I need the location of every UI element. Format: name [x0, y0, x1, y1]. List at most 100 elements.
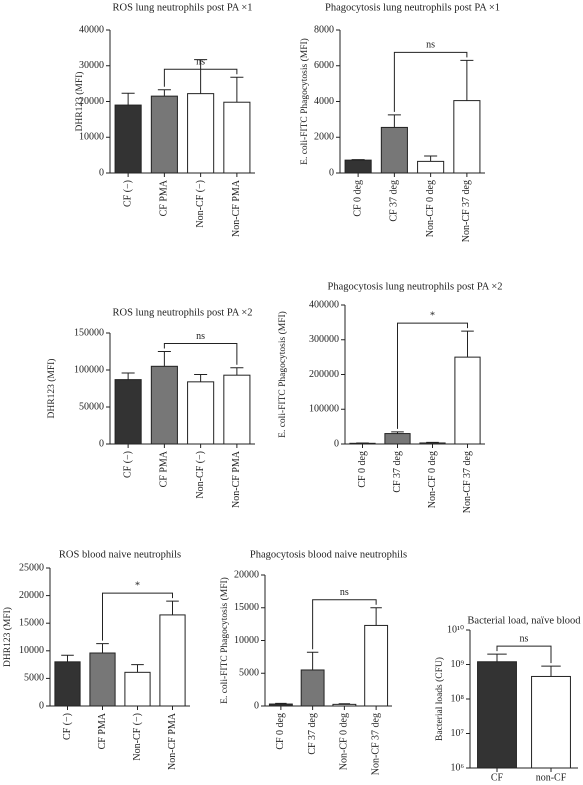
y-tick-label: 0 [39, 700, 44, 711]
error-bar [391, 431, 404, 434]
y-tick-label: 0 [329, 167, 334, 178]
x-tick-label: CF (−) [122, 451, 133, 478]
x-tick-label: Non-CF PMA [167, 712, 178, 770]
significance-bracket [312, 599, 377, 650]
bar [187, 93, 215, 174]
bar [380, 126, 408, 174]
x-tick-label: CF PMA [97, 712, 108, 749]
chart-title: ROS blood naive neutrophils [59, 549, 181, 560]
y-axis-label: DHR123 (MFI) [2, 607, 13, 667]
bar [419, 442, 446, 445]
x-tick-label: Non-CF 37 deg [461, 180, 472, 242]
y-tick-label: 10000 [79, 132, 104, 143]
error-bar [157, 89, 171, 97]
y-tick-label: 0 [334, 438, 339, 449]
bar [89, 652, 116, 707]
bar [124, 671, 151, 707]
bar [268, 703, 293, 707]
y-axis-label: DHR123 (MFI) [46, 359, 57, 419]
y-tick-label: 10⁹ [451, 659, 465, 670]
bar [54, 661, 81, 707]
error-bar [61, 654, 74, 662]
y-tick-label: 6000 [314, 60, 334, 71]
error-bar [541, 665, 561, 677]
x-tick-label: Non-CF 0 deg [425, 180, 436, 237]
error-bar [230, 76, 244, 103]
bar [364, 624, 389, 707]
bar [150, 365, 178, 445]
chart-title: ROS lung neutrophils post PA ×1 [112, 2, 252, 13]
error-bar [230, 367, 244, 376]
chart-title: Phagocytosis lung neutrophils post PA ×2 [327, 281, 502, 292]
y-tick-label: 50000 [79, 401, 104, 412]
significance-bracket [163, 343, 238, 365]
bar [384, 433, 411, 445]
y-tick-label: 0 [99, 438, 104, 449]
x-tick-label: CF 37 deg [392, 451, 403, 493]
bar [332, 703, 357, 707]
error-bar [424, 155, 438, 162]
chart-title: Bacterial load, naïve blood [467, 615, 581, 626]
error-bar [121, 372, 135, 380]
bar [223, 101, 251, 174]
y-axis-label: Bacterial loads (CFU) [434, 657, 445, 741]
x-tick-label: Non-CF (−) [195, 180, 206, 228]
error-bar [460, 59, 474, 101]
y-tick-label: 300000 [309, 334, 339, 345]
error-bar [461, 330, 474, 358]
error-bar [157, 351, 171, 367]
significance-label: ns [340, 587, 349, 598]
y-tick-label: 200000 [309, 369, 339, 380]
y-tick-label: 5000 [239, 668, 259, 679]
bar [417, 160, 445, 174]
x-tick-label: CF 37 deg [307, 713, 318, 755]
y-tick-label: 5000 [24, 673, 44, 684]
y-tick-label: 20000 [79, 96, 104, 107]
error-bar [121, 92, 135, 106]
significance-label: ns [196, 56, 205, 67]
error-bar [387, 114, 401, 128]
error-bar [96, 643, 109, 654]
chart-title: Phagocytosis blood naive neutrophils [250, 549, 407, 560]
y-tick-label: 30000 [79, 60, 104, 71]
y-tick-label: 0 [254, 700, 259, 711]
x-tick-label: CF 37 deg [389, 180, 400, 222]
bar [150, 95, 178, 174]
error-bar [166, 600, 179, 615]
bar [477, 661, 517, 769]
significance-bracket [397, 322, 468, 429]
error-bar [306, 651, 319, 670]
x-tick-label: Non-CF (−) [132, 713, 143, 761]
bar [344, 159, 372, 174]
y-tick-label: 10000 [234, 635, 259, 646]
y-tick-label: 20000 [234, 569, 259, 580]
bar [300, 669, 325, 707]
y-tick-label: 10⁸ [451, 693, 465, 704]
y-axis-label: DHR123 (MFI) [74, 72, 85, 132]
error-bar [426, 441, 439, 443]
significance-bracket [102, 592, 173, 641]
significance-label: ns [196, 331, 205, 342]
significance-bracket [393, 51, 468, 112]
error-bar [275, 702, 287, 705]
error-bar [487, 653, 507, 662]
y-tick-label: 10⁶ [451, 762, 465, 773]
error-bar [194, 373, 208, 382]
x-tick-label: Non-CF 37 deg [370, 713, 381, 775]
error-bar [194, 59, 208, 94]
x-tick-label: non-CF [536, 772, 567, 783]
bar [159, 614, 186, 707]
x-tick-label: CF [491, 772, 504, 783]
y-tick-label: 15000 [19, 617, 44, 628]
x-tick-label: Non-CF 0 deg [339, 713, 350, 770]
bar [114, 104, 142, 174]
y-tick-label: 400000 [309, 299, 339, 310]
x-tick-label: CF (−) [62, 713, 73, 740]
bar [453, 100, 481, 174]
y-tick-label: 20000 [19, 590, 44, 601]
y-tick-label: 25000 [19, 562, 44, 573]
y-tick-label: 2000 [314, 132, 334, 143]
error-bar [351, 159, 365, 161]
error-bar [370, 607, 382, 626]
y-tick-label: 0 [99, 167, 104, 178]
